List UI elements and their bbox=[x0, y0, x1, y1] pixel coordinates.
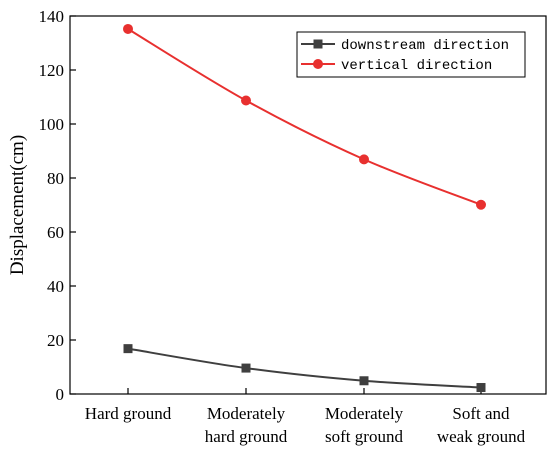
plot-area bbox=[69, 15, 547, 395]
series-line bbox=[127, 347, 482, 389]
y-tick-label: 20 bbox=[47, 331, 64, 350]
legend-marker bbox=[313, 59, 323, 69]
legend-marker bbox=[313, 39, 323, 49]
y-tick-label: 60 bbox=[47, 223, 64, 242]
data-point-marker bbox=[359, 154, 369, 165]
data-point-marker bbox=[123, 344, 133, 354]
plot-frame bbox=[69, 15, 547, 395]
x-tick-label: Moderately hard ground bbox=[205, 404, 288, 446]
legend: downstream direction vertical direction bbox=[296, 31, 526, 78]
data-point-marker bbox=[359, 376, 369, 386]
y-axis-label: Displacement(cm) bbox=[7, 135, 28, 275]
data-point-marker bbox=[476, 199, 486, 210]
y-tick-label: 120 bbox=[39, 61, 65, 80]
legend-label: vertical direction bbox=[341, 58, 492, 74]
data-point-marker bbox=[241, 95, 251, 106]
legend-box bbox=[296, 31, 526, 78]
y-tick-label: 0 bbox=[56, 385, 65, 404]
series-line bbox=[127, 28, 482, 206]
y-tick-label: 40 bbox=[47, 277, 64, 296]
x-tick-label: Hard ground bbox=[85, 404, 172, 423]
data-point-marker bbox=[241, 363, 251, 373]
x-tick-label: Soft and weak ground bbox=[437, 404, 526, 446]
axes: 0 20 40 60 80 100 120 140 Hard ground Moderately h… bbox=[39, 7, 526, 446]
y-tick-label: 140 bbox=[39, 7, 65, 26]
data-point-marker bbox=[476, 383, 486, 393]
y-tick-label: 100 bbox=[39, 115, 65, 134]
x-tick-label: Moderately soft ground bbox=[325, 404, 404, 446]
series-group bbox=[123, 23, 486, 393]
legend-label: downstream direction bbox=[341, 38, 509, 54]
data-point-marker bbox=[123, 23, 133, 34]
y-tick-label: 80 bbox=[47, 169, 64, 188]
